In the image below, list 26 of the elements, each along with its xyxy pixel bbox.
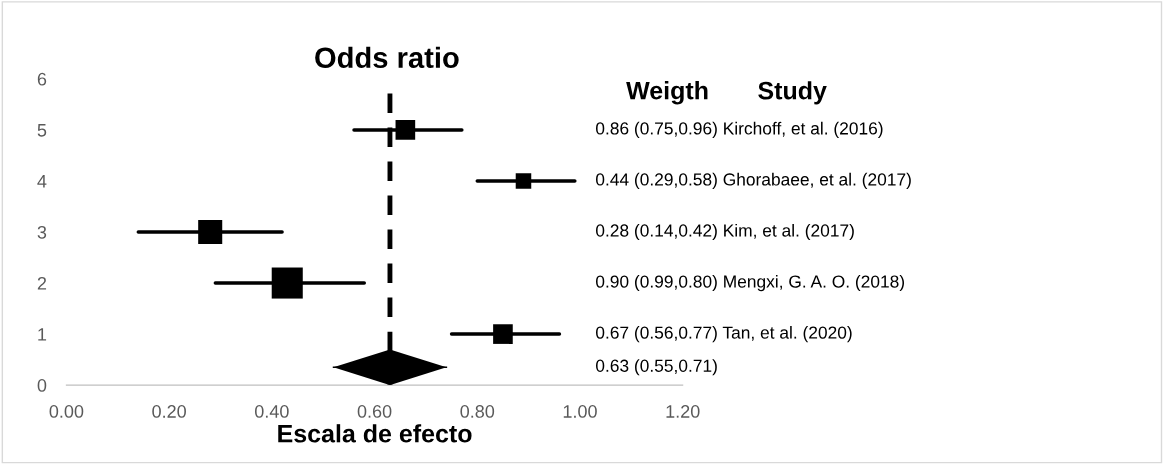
y-tick-label: 2 [37,276,47,290]
y-tick-label: 1 [38,328,47,341]
annotation: 0.67 (0.56,0.77) Tan, et al. (2020) [595,325,852,343]
annotation: Weigth [626,81,708,105]
annotation: 0.63 (0.55,0.71) [595,359,717,376]
annotation: 0.28 (0.14,0.42) Kim, et al. (2017) [595,223,854,241]
x-tick-label: 0.20 [152,405,186,418]
chart-title: Odds ratio [315,46,459,69]
x-tick-label: 1.20 [666,405,700,418]
x-tick-label: 0.60 [357,405,392,418]
point [395,120,416,140]
annotation: 0.90 (0.99,0.80) Mengxi, G. A. O. (2018) [595,274,905,292]
x-tick-label: 1.00 [563,405,597,418]
x-tick-label: 0.80 [460,405,495,418]
point [493,324,513,344]
y-tick-label: 0 [37,379,47,392]
text: Study [758,81,827,105]
x-tick-label: 0.40 [254,405,289,418]
x-tick-label: 0.00 [49,405,84,418]
y-tick-label: 3 [37,225,47,239]
y-tick-label: 6 [37,72,47,86]
annotation: 0.44 (0.29,0.58) Ghorabaee, et al. (2017) [595,172,911,190]
y-tick-label: 4 [37,175,47,188]
x-axis-title: Escala de efecto [278,424,472,443]
y-tick-label: 5 [37,124,47,137]
annotation: 0.86 (0.75,0.96) Kirchoff, et al. (2016) [595,121,883,138]
